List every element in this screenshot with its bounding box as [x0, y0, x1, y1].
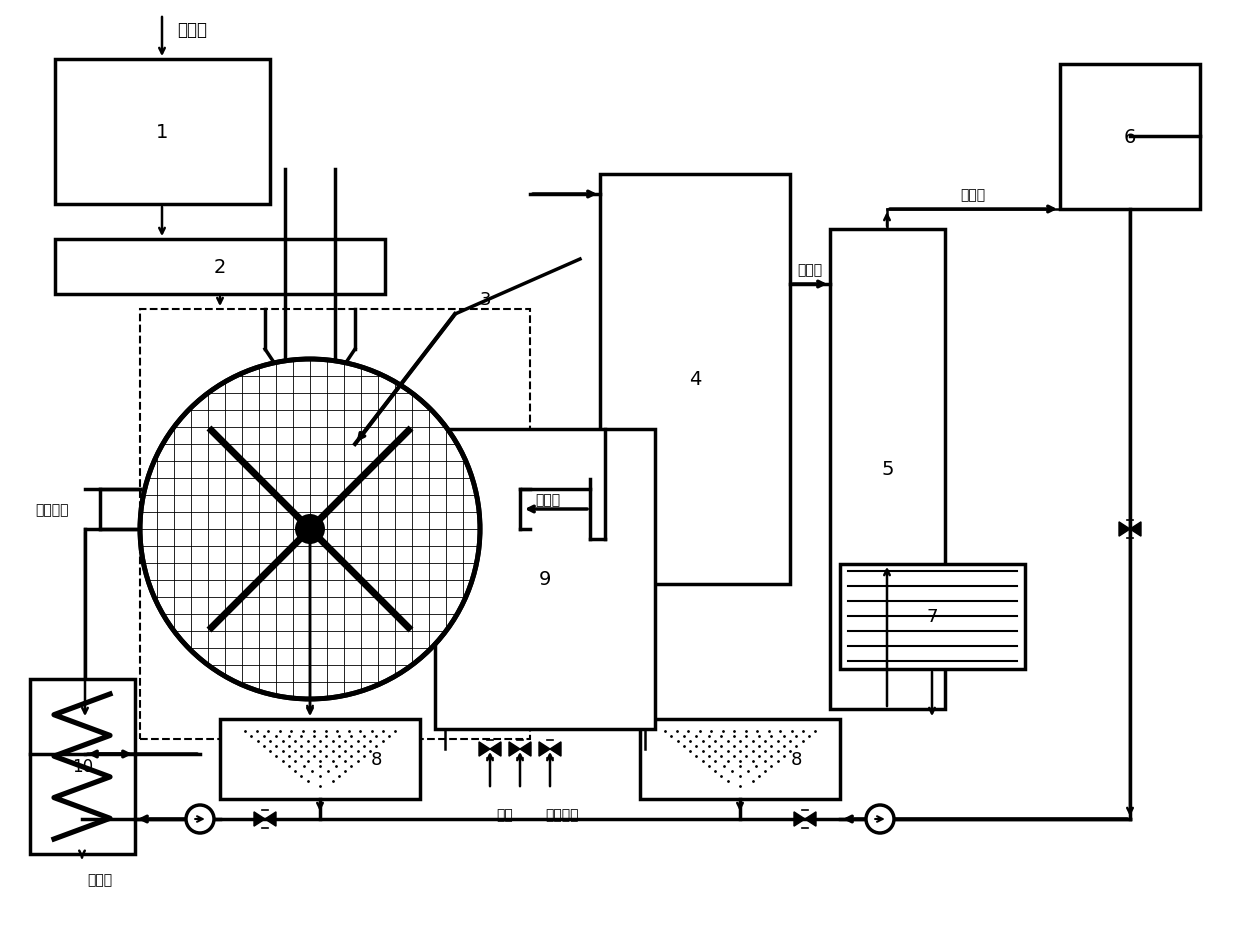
- Circle shape: [296, 515, 324, 543]
- Polygon shape: [805, 812, 816, 826]
- Circle shape: [866, 805, 894, 834]
- Text: 热烟气: 热烟气: [534, 493, 560, 507]
- Bar: [600, 175, 790, 584]
- Bar: [55, 240, 384, 295]
- Polygon shape: [1130, 522, 1141, 536]
- Circle shape: [140, 360, 480, 700]
- Polygon shape: [1118, 522, 1130, 536]
- Bar: [640, 719, 839, 800]
- Polygon shape: [490, 742, 501, 756]
- Bar: [1060, 65, 1200, 210]
- Text: 6: 6: [1123, 127, 1136, 147]
- Bar: [839, 565, 1025, 669]
- Text: 生物质: 生物质: [177, 21, 207, 39]
- Text: 可燃气: 可燃气: [961, 188, 986, 202]
- Text: 10: 10: [72, 758, 93, 776]
- Text: 9: 9: [539, 570, 552, 589]
- Bar: [219, 719, 420, 800]
- Polygon shape: [254, 812, 265, 826]
- Text: 空气: 空气: [497, 807, 513, 821]
- Text: 冷烟气: 冷烟气: [87, 872, 112, 886]
- Text: 7: 7: [926, 607, 937, 625]
- Bar: [140, 310, 529, 739]
- Polygon shape: [479, 742, 490, 756]
- Bar: [30, 680, 135, 854]
- Polygon shape: [794, 812, 805, 826]
- Text: 辅助燃料: 辅助燃料: [546, 807, 579, 821]
- Polygon shape: [551, 742, 560, 756]
- Polygon shape: [265, 812, 277, 826]
- Text: 3: 3: [480, 291, 491, 309]
- Text: 1: 1: [156, 123, 169, 142]
- Bar: [55, 59, 270, 205]
- Bar: [435, 430, 655, 729]
- Text: 8: 8: [790, 750, 802, 768]
- Text: 8: 8: [371, 750, 382, 768]
- Text: 次热烟气: 次热烟气: [35, 502, 68, 516]
- Text: 4: 4: [688, 370, 701, 389]
- Polygon shape: [539, 742, 551, 756]
- Polygon shape: [520, 742, 531, 756]
- Circle shape: [186, 805, 215, 834]
- Text: 2: 2: [213, 258, 226, 277]
- Polygon shape: [508, 742, 520, 756]
- Text: 5: 5: [882, 460, 894, 479]
- Text: 热解气: 热解气: [797, 262, 822, 277]
- Bar: [830, 229, 945, 709]
